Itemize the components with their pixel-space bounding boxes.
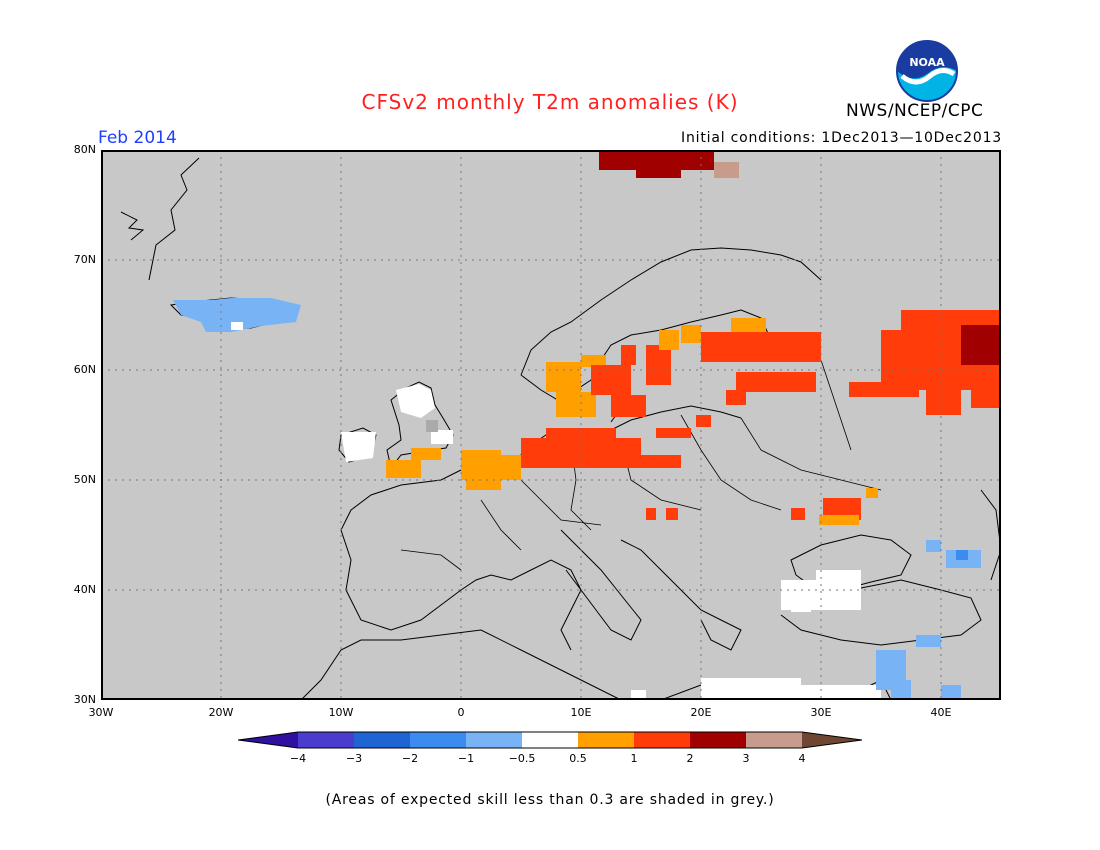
lat-label-30n: 30N	[73, 693, 96, 706]
lon-label-10e: 10E	[570, 706, 592, 719]
colorbar-cell-10	[802, 732, 862, 748]
colorbar-cell-9	[746, 732, 802, 748]
colorbar-cell-2	[354, 732, 410, 748]
lat-label-80n: 80N	[73, 143, 96, 156]
chart-title: CFSv2 monthly T2m anomalies (K)	[361, 90, 739, 114]
noaa-logo: NOAA	[896, 40, 958, 102]
colorbar-label: −0.5	[508, 752, 536, 765]
colorbar-cell-6	[578, 732, 634, 748]
lat-label-60n: 60N	[73, 363, 96, 376]
lon-label-40e: 40E	[930, 706, 952, 719]
lon-label-30e: 30E	[810, 706, 832, 719]
colorbar-label: 1	[630, 752, 638, 765]
forecast-month: Feb 2014	[98, 128, 177, 148]
lat-label-40n: 40N	[73, 583, 96, 596]
colorbar-cell-8	[690, 732, 746, 748]
colorbar-cell-1	[298, 732, 354, 748]
colorbar-cell-5	[522, 732, 578, 748]
colorbar-label: −2	[401, 752, 419, 765]
colorbar-cell-4	[466, 732, 522, 748]
colorbar-label: −4	[289, 752, 307, 765]
lat-label-70n: 70N	[73, 253, 96, 266]
colorbar-label: −3	[345, 752, 363, 765]
colorbar-cell-7	[634, 732, 690, 748]
anomaly-cells	[173, 150, 1001, 700]
agency-label: NWS/NCEP/CPC	[846, 101, 984, 121]
colorbar-label: 2	[686, 752, 694, 765]
lon-label-20e: 20E	[690, 706, 712, 719]
colorbar-cell-0	[238, 732, 298, 748]
colorbar-label: 0.5	[569, 752, 587, 765]
map-background	[101, 150, 1001, 700]
lon-label-20w: 20W	[208, 706, 234, 719]
colorbar	[237, 730, 863, 754]
lon-label-0: 0	[457, 706, 465, 719]
colorbar-label: 4	[798, 752, 806, 765]
lon-label-10w: 10W	[328, 706, 354, 719]
lon-label-30w: 30W	[88, 706, 114, 719]
skill-note: (Areas of expected skill less than 0.3 a…	[325, 792, 775, 808]
colorbar-label: −1	[457, 752, 475, 765]
initial-conditions: Initial conditions: 1Dec2013—10Dec2013	[681, 130, 1002, 146]
logo-text: NOAA	[909, 56, 945, 69]
lat-label-50n: 50N	[73, 473, 96, 486]
grid-lines	[101, 150, 1001, 700]
anomaly-map	[101, 150, 1002, 704]
colorbar-cell-3	[410, 732, 466, 748]
colorbar-label: 3	[742, 752, 750, 765]
map-frame	[101, 150, 1001, 700]
